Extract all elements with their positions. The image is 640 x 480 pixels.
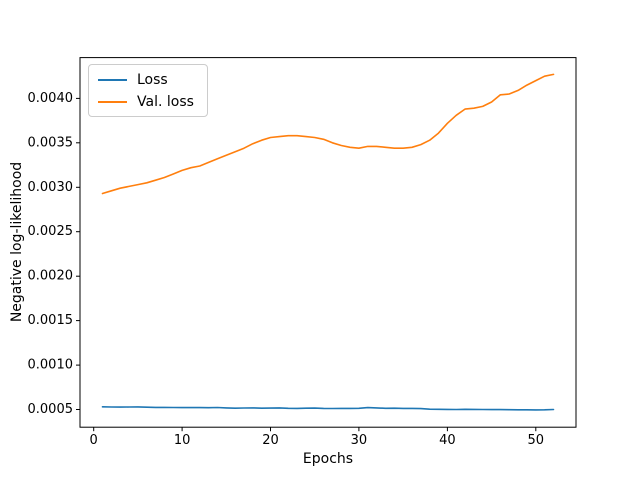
svg-text:20: 20: [262, 433, 279, 448]
val-loss-line-swatch: [98, 100, 127, 103]
svg-text:0.0035: 0.0035: [28, 135, 74, 150]
svg-text:0.0015: 0.0015: [28, 313, 74, 328]
legend-label-loss: Loss: [137, 71, 168, 88]
legend: Loss Val. loss: [88, 64, 208, 117]
svg-text:0.0005: 0.0005: [28, 402, 74, 417]
y-axis-label: Negative log-likelihood: [9, 161, 25, 323]
legend-label-val-loss: Val. loss: [137, 93, 194, 110]
svg-text:0.0030: 0.0030: [28, 180, 74, 195]
svg-text:40: 40: [439, 433, 456, 448]
svg-text:0: 0: [90, 433, 98, 448]
svg-text:0.0010: 0.0010: [28, 358, 74, 373]
legend-item-val-loss: Val. loss: [98, 93, 198, 110]
x-axis-label: Epochs: [302, 451, 354, 467]
svg-text:10: 10: [174, 433, 191, 448]
svg-text:30: 30: [351, 433, 368, 448]
legend-item-loss: Loss: [98, 71, 198, 88]
svg-text:0.0040: 0.0040: [28, 91, 74, 106]
svg-text:50: 50: [528, 433, 545, 448]
loss-line-swatch: [98, 78, 127, 81]
svg-text:0.0020: 0.0020: [28, 269, 74, 284]
svg-text:0.0025: 0.0025: [28, 224, 74, 239]
